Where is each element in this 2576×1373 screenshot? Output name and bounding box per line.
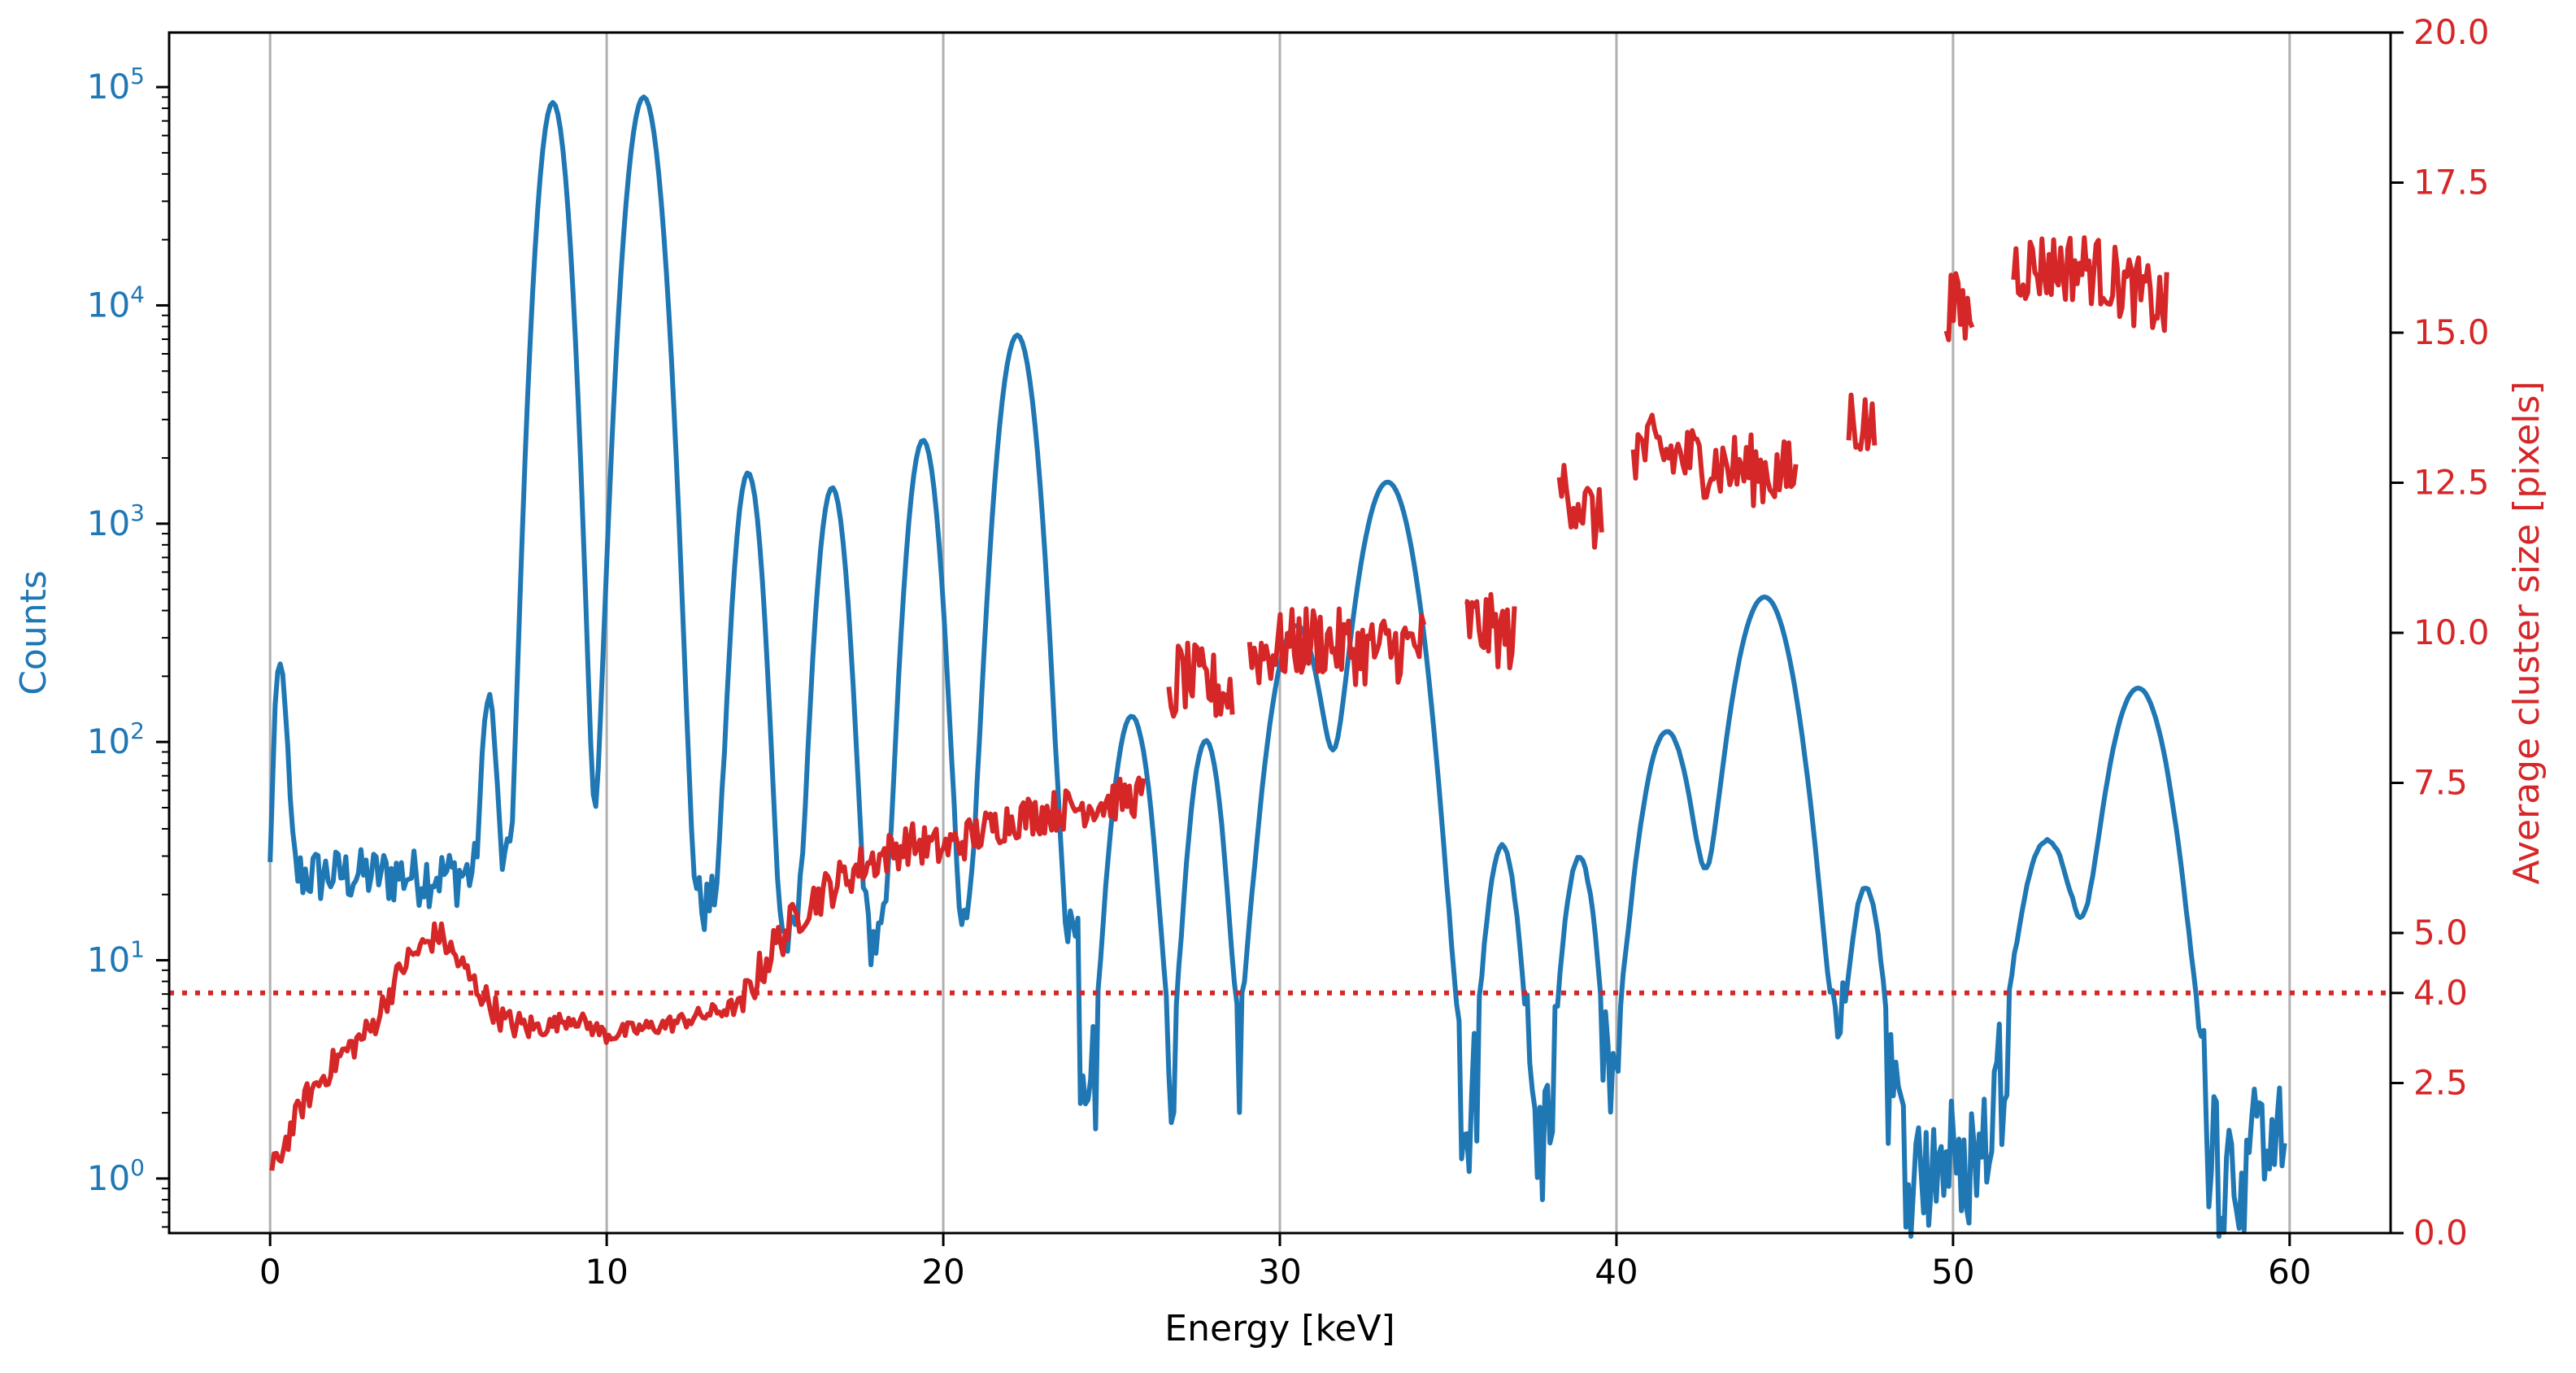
y-axis-left-counts: 100 101 102 103 104 105 xyxy=(87,63,169,1228)
x-axis: 0 10 20 30 40 50 60 xyxy=(259,1233,2312,1292)
y-right-tick-label-0: 0.0 xyxy=(2413,1213,2468,1253)
y-right-tick-label-15: 15.0 xyxy=(2413,312,2490,352)
y-left-tick-label-1: 101 xyxy=(87,936,145,980)
cluster-size-line-segment-7 xyxy=(1943,271,1975,342)
cluster-size-line-segment-3 xyxy=(1464,591,1517,670)
cluster-size-line-segment-5 xyxy=(1630,412,1799,508)
cluster-size-line-segment-1 xyxy=(1166,640,1235,719)
y-left-tick-label-5: 105 xyxy=(87,63,145,107)
x-tick-label-40: 40 xyxy=(1595,1252,1638,1292)
x-tick-label-60: 60 xyxy=(2268,1252,2311,1292)
y-right-tick-label-10: 10.0 xyxy=(2413,612,2490,652)
y-left-tick-label-2: 102 xyxy=(87,717,145,761)
y-right-tick-label-5: 5.0 xyxy=(2413,913,2468,952)
x-tick-label-0: 0 xyxy=(259,1252,281,1292)
cluster-size-line-segment-0 xyxy=(269,775,1147,1171)
counts-line xyxy=(268,94,2287,1239)
cluster-size-series-layer xyxy=(269,235,2169,1171)
y-right-tick-label-7.5: 7.5 xyxy=(2413,763,2468,803)
x-axis-label: Energy [keV] xyxy=(1164,1308,1395,1349)
x-tick-label-20: 20 xyxy=(921,1252,964,1292)
x-tick-label-10: 10 xyxy=(585,1252,628,1292)
cluster-size-line-segment-6 xyxy=(1846,392,1878,452)
y-left-tick-label-3: 103 xyxy=(87,499,145,543)
x-tick-label-50: 50 xyxy=(1931,1252,1974,1292)
y-right-tick-label-17.5: 17.5 xyxy=(2413,163,2490,203)
y-left-tick-label-4: 104 xyxy=(87,281,145,325)
cluster-size-line-segment-2 xyxy=(1247,606,1427,687)
y-axis-left-label: Counts xyxy=(13,570,54,695)
counts-series-layer xyxy=(268,94,2287,1239)
y-left-tick-label-0: 100 xyxy=(87,1154,145,1198)
y-axis-right-cluster-size: 0.0 2.5 4.0 5.0 7.5 10.0 12.5 15.0 17.5 20.0 xyxy=(2391,12,2490,1253)
cluster-size-line-segment-4 xyxy=(1556,463,1604,550)
x-tick-label-30: 30 xyxy=(1258,1252,1301,1292)
y-right-tick-label-20: 20.0 xyxy=(2413,12,2490,52)
y-axis-right-label: Average cluster size [pixels] xyxy=(2506,381,2548,885)
y-right-tick-label-12.5: 12.5 xyxy=(2413,463,2490,503)
y-right-tick-label-2.5: 2.5 xyxy=(2413,1063,2468,1103)
cluster-size-line-segment-8 xyxy=(2011,235,2169,333)
y-right-tick-label-4: 4.0 xyxy=(2413,973,2468,1013)
